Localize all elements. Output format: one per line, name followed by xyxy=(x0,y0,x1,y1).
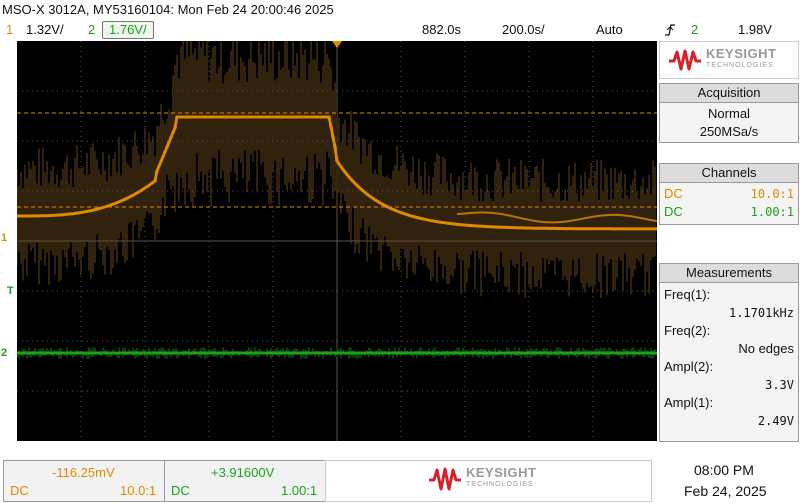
meas-label: Freq(2): xyxy=(664,323,711,338)
ch2-offset: +3.91600V xyxy=(211,465,275,480)
acquisition-mode: Normal xyxy=(708,106,750,121)
ch2-probe-bottom: 1.00:1 xyxy=(281,483,318,498)
ch1-waveform-noise xyxy=(17,41,656,299)
ch1-ground-marker[interactable]: 1 xyxy=(1,232,8,244)
meas-value: 3.3V xyxy=(765,378,794,392)
brand-sub: TECHNOLOGIES xyxy=(466,481,534,488)
bottom-status-bar: -116.25mV DC 10.0:1 +3.91600V DC 1.00:1 … xyxy=(0,458,800,503)
brand-name: KEYSIGHT xyxy=(466,465,537,480)
meas-label: Ampl(2): xyxy=(664,359,714,374)
channels-header: Channels xyxy=(660,164,798,183)
waveform-display[interactable] xyxy=(17,41,657,441)
bottom-logo-box: KEYSIGHT TECHNOLOGIES xyxy=(325,460,652,502)
rising-edge-icon xyxy=(664,22,676,38)
time-delay[interactable]: 882.0s xyxy=(422,22,462,37)
measurements-box[interactable]: Measurements Freq(1): 1.1701kHz Freq(2):… xyxy=(659,263,799,442)
ch2-info-box[interactable]: +3.91600V DC 1.00:1 xyxy=(164,460,326,502)
trigger-level-marker[interactable]: T xyxy=(7,285,14,297)
meas-value: 1.1701kHz xyxy=(728,306,794,320)
ch1-coupling-bottom: DC xyxy=(10,483,29,498)
channels-box[interactable]: Channels DC 10.0:1 DC 1.00:1 xyxy=(659,163,799,225)
ch2-number[interactable]: 2 xyxy=(88,22,96,37)
measurements-header: Measurements xyxy=(660,264,798,283)
brand-sub: TECHNOLOGIES xyxy=(706,62,774,69)
top-status-bar: 1 1.32V/ 2 1.76V/ 882.0s 200.0s/ Auto 2 … xyxy=(0,20,800,40)
meas-label: Freq(1): xyxy=(664,287,711,302)
ch1-waveform-trace-alt xyxy=(456,211,657,224)
meas-label: Ampl(1): xyxy=(664,395,714,410)
brand-logo-box: KEYSIGHT TECHNOLOGIES xyxy=(659,41,799,79)
acquisition-header: Acquisition xyxy=(660,84,798,103)
right-softkey-panel: KEYSIGHT TECHNOLOGIES Acquisition Normal… xyxy=(659,41,800,442)
ch1-scale[interactable]: 1.32V/ xyxy=(26,22,64,37)
ch1-waveform-trace xyxy=(17,115,657,231)
keysight-wave-icon xyxy=(429,467,461,491)
meas-value: No edges xyxy=(738,341,794,356)
ch1-info-box[interactable]: -116.25mV DC 10.0:1 xyxy=(3,460,165,502)
ch2-coupling: DC xyxy=(664,204,683,219)
window-title: MSO-X 3012A, MY53160104: Mon Feb 24 20:0… xyxy=(2,2,334,17)
clock-time: 08:00 PM xyxy=(694,462,754,478)
meas-value: 2.49V xyxy=(757,414,794,428)
trigger-level[interactable]: 1.98V xyxy=(738,22,772,37)
trigger-source[interactable]: 2 xyxy=(691,22,699,37)
brand-name: KEYSIGHT xyxy=(706,46,777,61)
ch2-scale-selected[interactable]: 1.76V/ xyxy=(102,21,154,39)
ch2-coupling-bottom: DC xyxy=(171,483,190,498)
ch1-probe: 10.0:1 xyxy=(750,187,794,201)
ch1-coupling: DC xyxy=(664,186,683,201)
acquisition-box[interactable]: Acquisition Normal 250MSa/s xyxy=(659,83,799,143)
time-scale[interactable]: 200.0s/ xyxy=(502,22,545,37)
trigger-position-marker xyxy=(332,41,342,48)
ch2-ground-marker[interactable]: 2 xyxy=(1,347,8,359)
trigger-mode[interactable]: Auto xyxy=(596,22,623,37)
ch1-probe-bottom: 10.0:1 xyxy=(120,483,157,498)
ch1-offset: -116.25mV xyxy=(52,465,115,480)
keysight-wave-icon xyxy=(669,49,701,71)
ch1-number[interactable]: 1 xyxy=(6,22,14,37)
clock-date: Feb 24, 2025 xyxy=(684,483,767,499)
ch2-probe: 1.00:1 xyxy=(750,205,794,219)
acquisition-rate: 250MSa/s xyxy=(699,124,759,139)
